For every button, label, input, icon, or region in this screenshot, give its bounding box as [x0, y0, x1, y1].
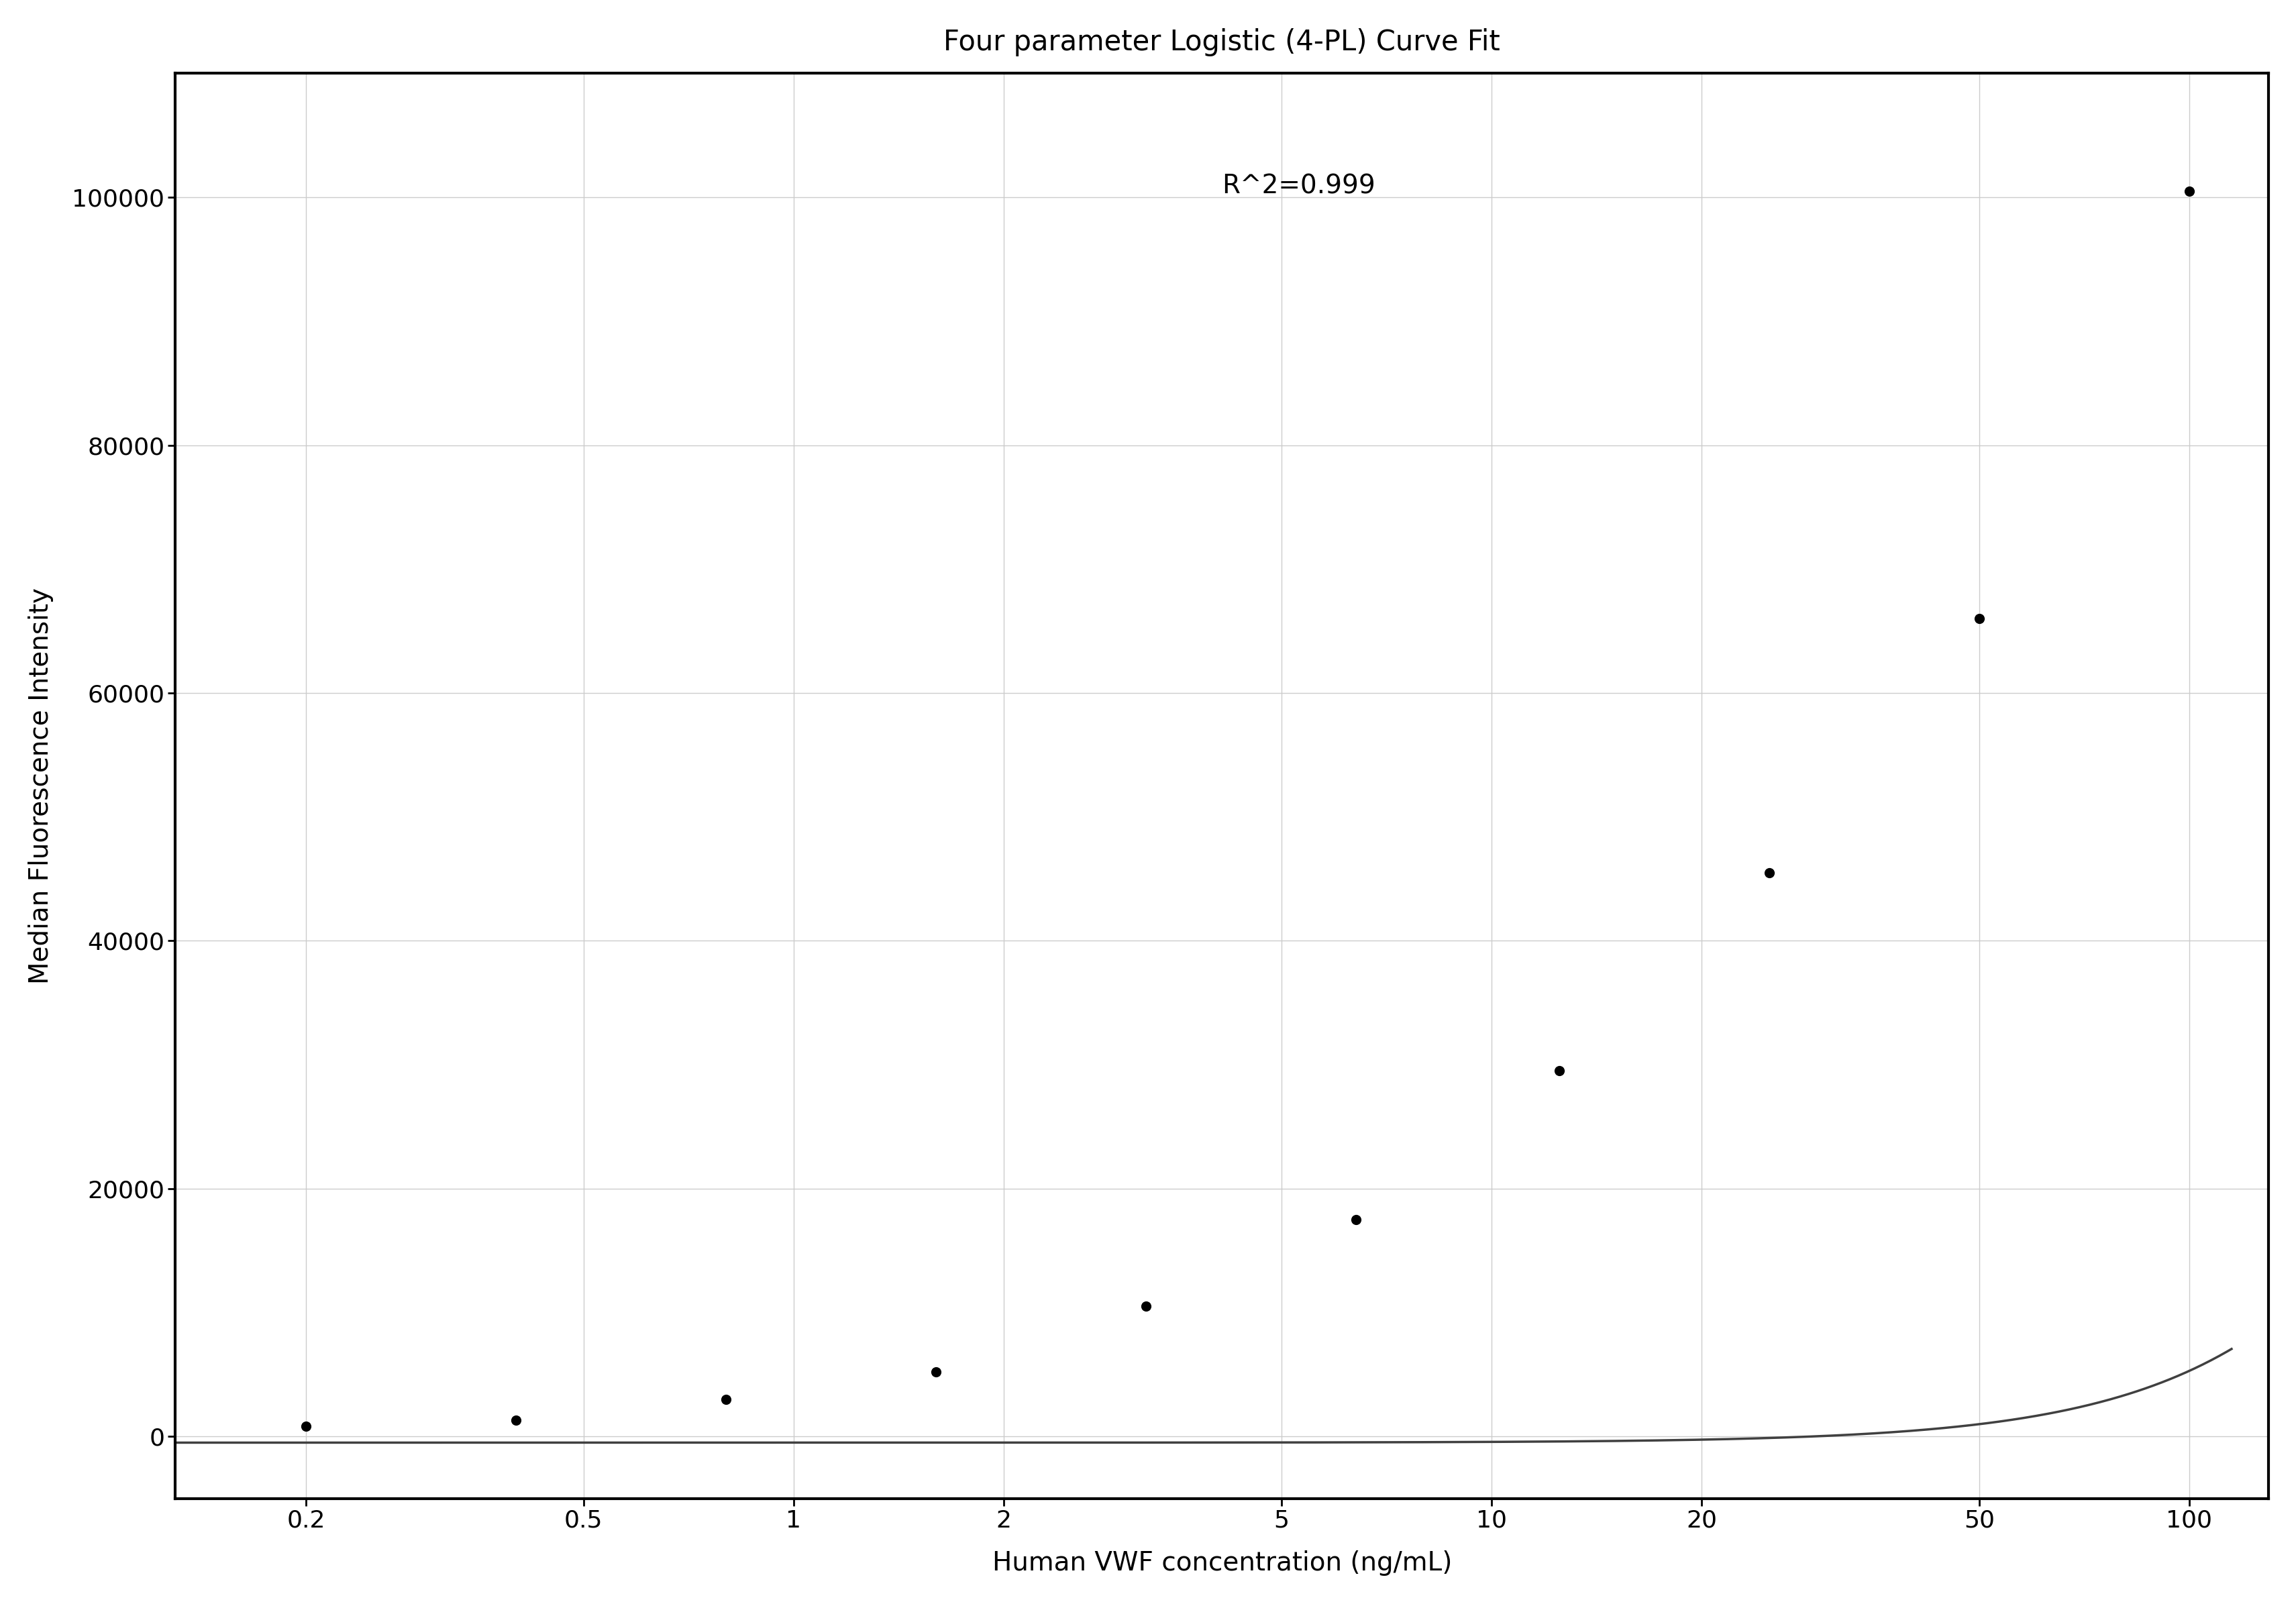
Point [498, 1407, 535, 1432]
X-axis label: Human VWF concentration (ng/mL): Human VWF concentration (ng/mL) [992, 1551, 1451, 1577]
Point [1750, 860, 1786, 885]
Point [287, 1413, 324, 1439]
Point [1961, 606, 1998, 632]
Y-axis label: Median Fluorescence Intensity: Median Fluorescence Intensity [28, 587, 53, 985]
Point [1127, 1293, 1164, 1318]
Point [2170, 178, 2206, 204]
Point [918, 1359, 955, 1384]
Text: R^2=0.999: R^2=0.999 [1221, 173, 1375, 199]
Point [1339, 1206, 1375, 1232]
Point [707, 1386, 744, 1412]
Point [1541, 1059, 1577, 1084]
Title: Four parameter Logistic (4-PL) Curve Fit: Four parameter Logistic (4-PL) Curve Fit [944, 27, 1499, 56]
